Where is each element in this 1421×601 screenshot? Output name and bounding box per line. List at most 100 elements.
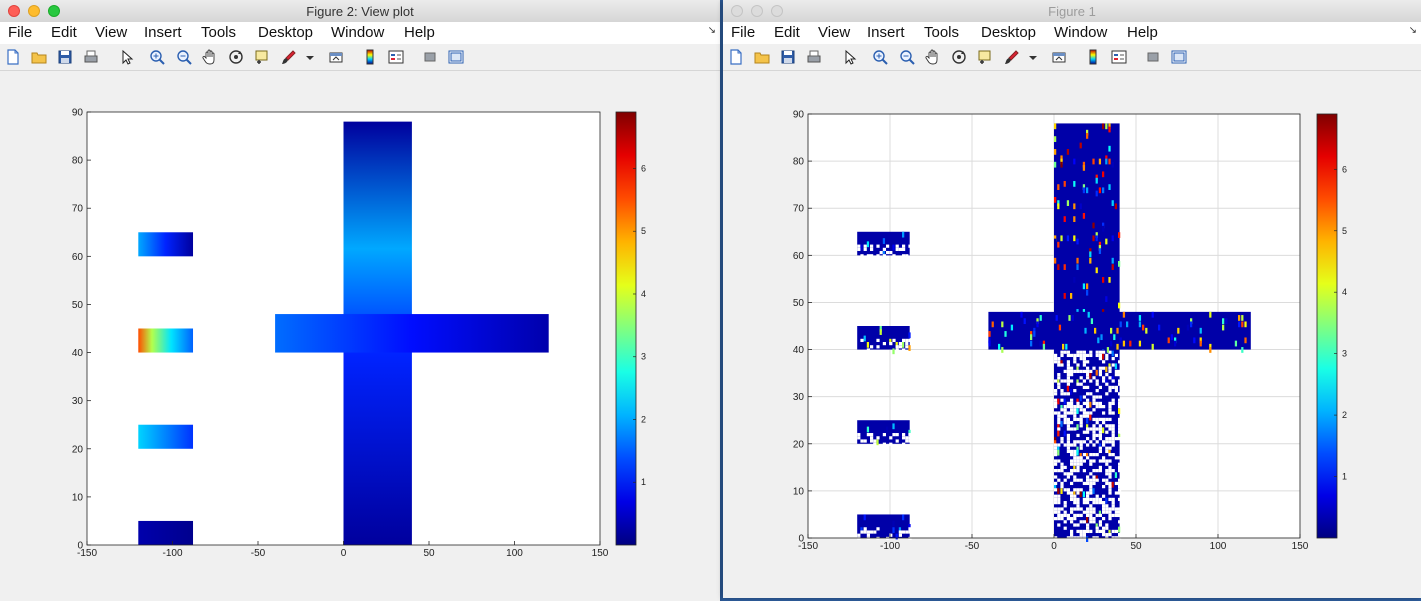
print-icon bbox=[84, 50, 98, 63]
menu-window[interactable]: Window bbox=[1054, 24, 1108, 41]
maximize-button[interactable] bbox=[771, 5, 783, 17]
menu-tools[interactable]: Tools bbox=[201, 24, 237, 41]
insert-legend-button[interactable] bbox=[1110, 48, 1128, 66]
menu-insert[interactable]: Insert bbox=[144, 24, 182, 41]
window-titlebar[interactable]: Figure 1 bbox=[723, 0, 1421, 23]
figure-canvas[interactable]: -150 -100 -50 0 50 100 150 0 10 20 30 40 50 60 70 80 90 1… bbox=[723, 71, 1421, 598]
link-plot-button[interactable] bbox=[327, 48, 345, 66]
menu-file[interactable]: File bbox=[8, 24, 33, 41]
figure-toolbar bbox=[0, 44, 720, 71]
figure-canvas[interactable]: -150 -100 -50 0 50 100 150 0 10 20 30 40 50 60 70 80 90 1… bbox=[0, 71, 720, 601]
menu-file[interactable]: File bbox=[731, 24, 756, 41]
menu-desktop[interactable]: Desktop bbox=[258, 24, 314, 41]
menu-bar: File Edit View Insert Tools Desktop Window Help… bbox=[723, 22, 1421, 45]
zoom-in-button[interactable] bbox=[871, 48, 889, 66]
insert-colorbar-icon bbox=[366, 49, 374, 65]
y-tick-label: 20 bbox=[72, 444, 84, 455]
open-file-button[interactable] bbox=[753, 48, 771, 66]
rotate-3d-icon bbox=[952, 50, 966, 64]
window-titlebar[interactable]: Figure 2: View plot bbox=[0, 0, 720, 23]
menu-desktop[interactable]: Desktop bbox=[981, 24, 1037, 41]
y-tick-label: 30 bbox=[72, 396, 84, 407]
heatmap-region bbox=[138, 520, 194, 545]
save-icon bbox=[781, 50, 795, 64]
menu-view[interactable]: View bbox=[95, 24, 128, 41]
zoom-out-button[interactable] bbox=[175, 48, 193, 66]
brush-dropdown-button[interactable] bbox=[1024, 48, 1037, 66]
link-plot-icon bbox=[329, 52, 343, 63]
hide-plot-tools-button[interactable] bbox=[1144, 48, 1162, 66]
pointer-button[interactable] bbox=[117, 48, 135, 66]
colorbar-tick-label: 2 bbox=[641, 414, 646, 424]
menu-window[interactable]: Window bbox=[331, 24, 385, 41]
y-axis: 0 10 20 30 40 50 60 70 80 90 bbox=[72, 108, 91, 552]
brush-dropdown-icon bbox=[1029, 56, 1037, 60]
show-plot-tools-button[interactable] bbox=[447, 48, 465, 66]
show-plot-tools-button[interactable] bbox=[1170, 48, 1188, 66]
heatmap-region bbox=[857, 231, 912, 258]
zoom-in-button[interactable] bbox=[148, 48, 166, 66]
pan-button[interactable] bbox=[924, 48, 942, 66]
zoom-in-icon bbox=[873, 50, 888, 65]
menu-help[interactable]: Help bbox=[1127, 24, 1158, 41]
colorbar-tick-label: 4 bbox=[1342, 287, 1347, 297]
x-axis: -150 -100 -50 0 50 100 150 bbox=[798, 534, 1309, 552]
link-plot-button[interactable] bbox=[1050, 48, 1068, 66]
close-button[interactable] bbox=[731, 5, 743, 17]
x-tick-label: -150 bbox=[77, 548, 97, 559]
x-tick-label: -100 bbox=[880, 541, 900, 552]
menu-tools[interactable]: Tools bbox=[924, 24, 960, 41]
x-tick-label: 150 bbox=[1292, 541, 1309, 552]
menu-edit[interactable]: Edit bbox=[774, 24, 800, 41]
data-cursor-button[interactable] bbox=[253, 48, 271, 66]
insert-legend-button[interactable] bbox=[387, 48, 405, 66]
colorbar-tick-label: 4 bbox=[641, 289, 646, 299]
minimize-button[interactable] bbox=[28, 5, 40, 17]
x-tick-label: 100 bbox=[1210, 541, 1227, 552]
save-button[interactable] bbox=[56, 48, 74, 66]
dock-arrow-icon[interactable]: ↘ bbox=[707, 25, 716, 36]
print-button[interactable] bbox=[805, 48, 823, 66]
colorbar[interactable]: 1 2 3 4 5 6 bbox=[615, 111, 646, 546]
new-figure-button[interactable] bbox=[727, 48, 745, 66]
insert-colorbar-button[interactable] bbox=[361, 48, 379, 66]
new-figure-button[interactable] bbox=[4, 48, 22, 66]
colorbar[interactable]: 1 2 3 4 5 6 bbox=[1316, 113, 1347, 539]
heatmap-plot[interactable]: -150 -100 -50 0 50 100 150 0 10 20 30 40 50 60 70 80 90 1… bbox=[723, 71, 1421, 598]
dock-arrow-icon[interactable]: ↘ bbox=[1408, 25, 1417, 36]
menu-help[interactable]: Help bbox=[404, 24, 435, 41]
brush-icon bbox=[282, 50, 296, 64]
minimize-button[interactable] bbox=[751, 5, 763, 17]
save-button[interactable] bbox=[779, 48, 797, 66]
y-axis: 0 10 20 30 40 50 60 70 80 90 bbox=[793, 110, 812, 545]
data-cursor-icon bbox=[255, 50, 268, 64]
pan-button[interactable] bbox=[201, 48, 219, 66]
brush-button[interactable] bbox=[1002, 48, 1020, 66]
close-button[interactable] bbox=[8, 5, 20, 17]
hide-plot-tools-button[interactable] bbox=[421, 48, 439, 66]
insert-colorbar-button[interactable] bbox=[1084, 48, 1102, 66]
pointer-button[interactable] bbox=[840, 48, 858, 66]
maximize-button[interactable] bbox=[48, 5, 60, 17]
menu-view[interactable]: View bbox=[818, 24, 851, 41]
data-cursor-button[interactable] bbox=[976, 48, 994, 66]
hide-plot-tools-icon bbox=[424, 52, 436, 62]
brush-button[interactable] bbox=[279, 48, 297, 66]
y-tick-label: 40 bbox=[72, 348, 84, 359]
x-tick-label: 50 bbox=[423, 548, 435, 559]
colorbar-tick-label: 3 bbox=[641, 352, 646, 362]
hide-plot-tools-icon bbox=[1147, 52, 1159, 62]
brush-dropdown-button[interactable] bbox=[301, 48, 314, 66]
heatmap-region bbox=[138, 424, 194, 449]
brush-dropdown-icon bbox=[306, 56, 314, 60]
rotate-3d-button[interactable] bbox=[950, 48, 968, 66]
rotate-3d-button[interactable] bbox=[227, 48, 245, 66]
zoom-out-button[interactable] bbox=[898, 48, 916, 66]
x-tick-label: -50 bbox=[251, 548, 266, 559]
print-button[interactable] bbox=[82, 48, 100, 66]
heatmap-plot[interactable]: -150 -100 -50 0 50 100 150 0 10 20 30 40 50 60 70 80 90 1… bbox=[0, 71, 720, 601]
menu-edit[interactable]: Edit bbox=[51, 24, 77, 41]
open-file-button[interactable] bbox=[30, 48, 48, 66]
menu-insert[interactable]: Insert bbox=[867, 24, 905, 41]
y-tick-label: 70 bbox=[72, 204, 84, 215]
